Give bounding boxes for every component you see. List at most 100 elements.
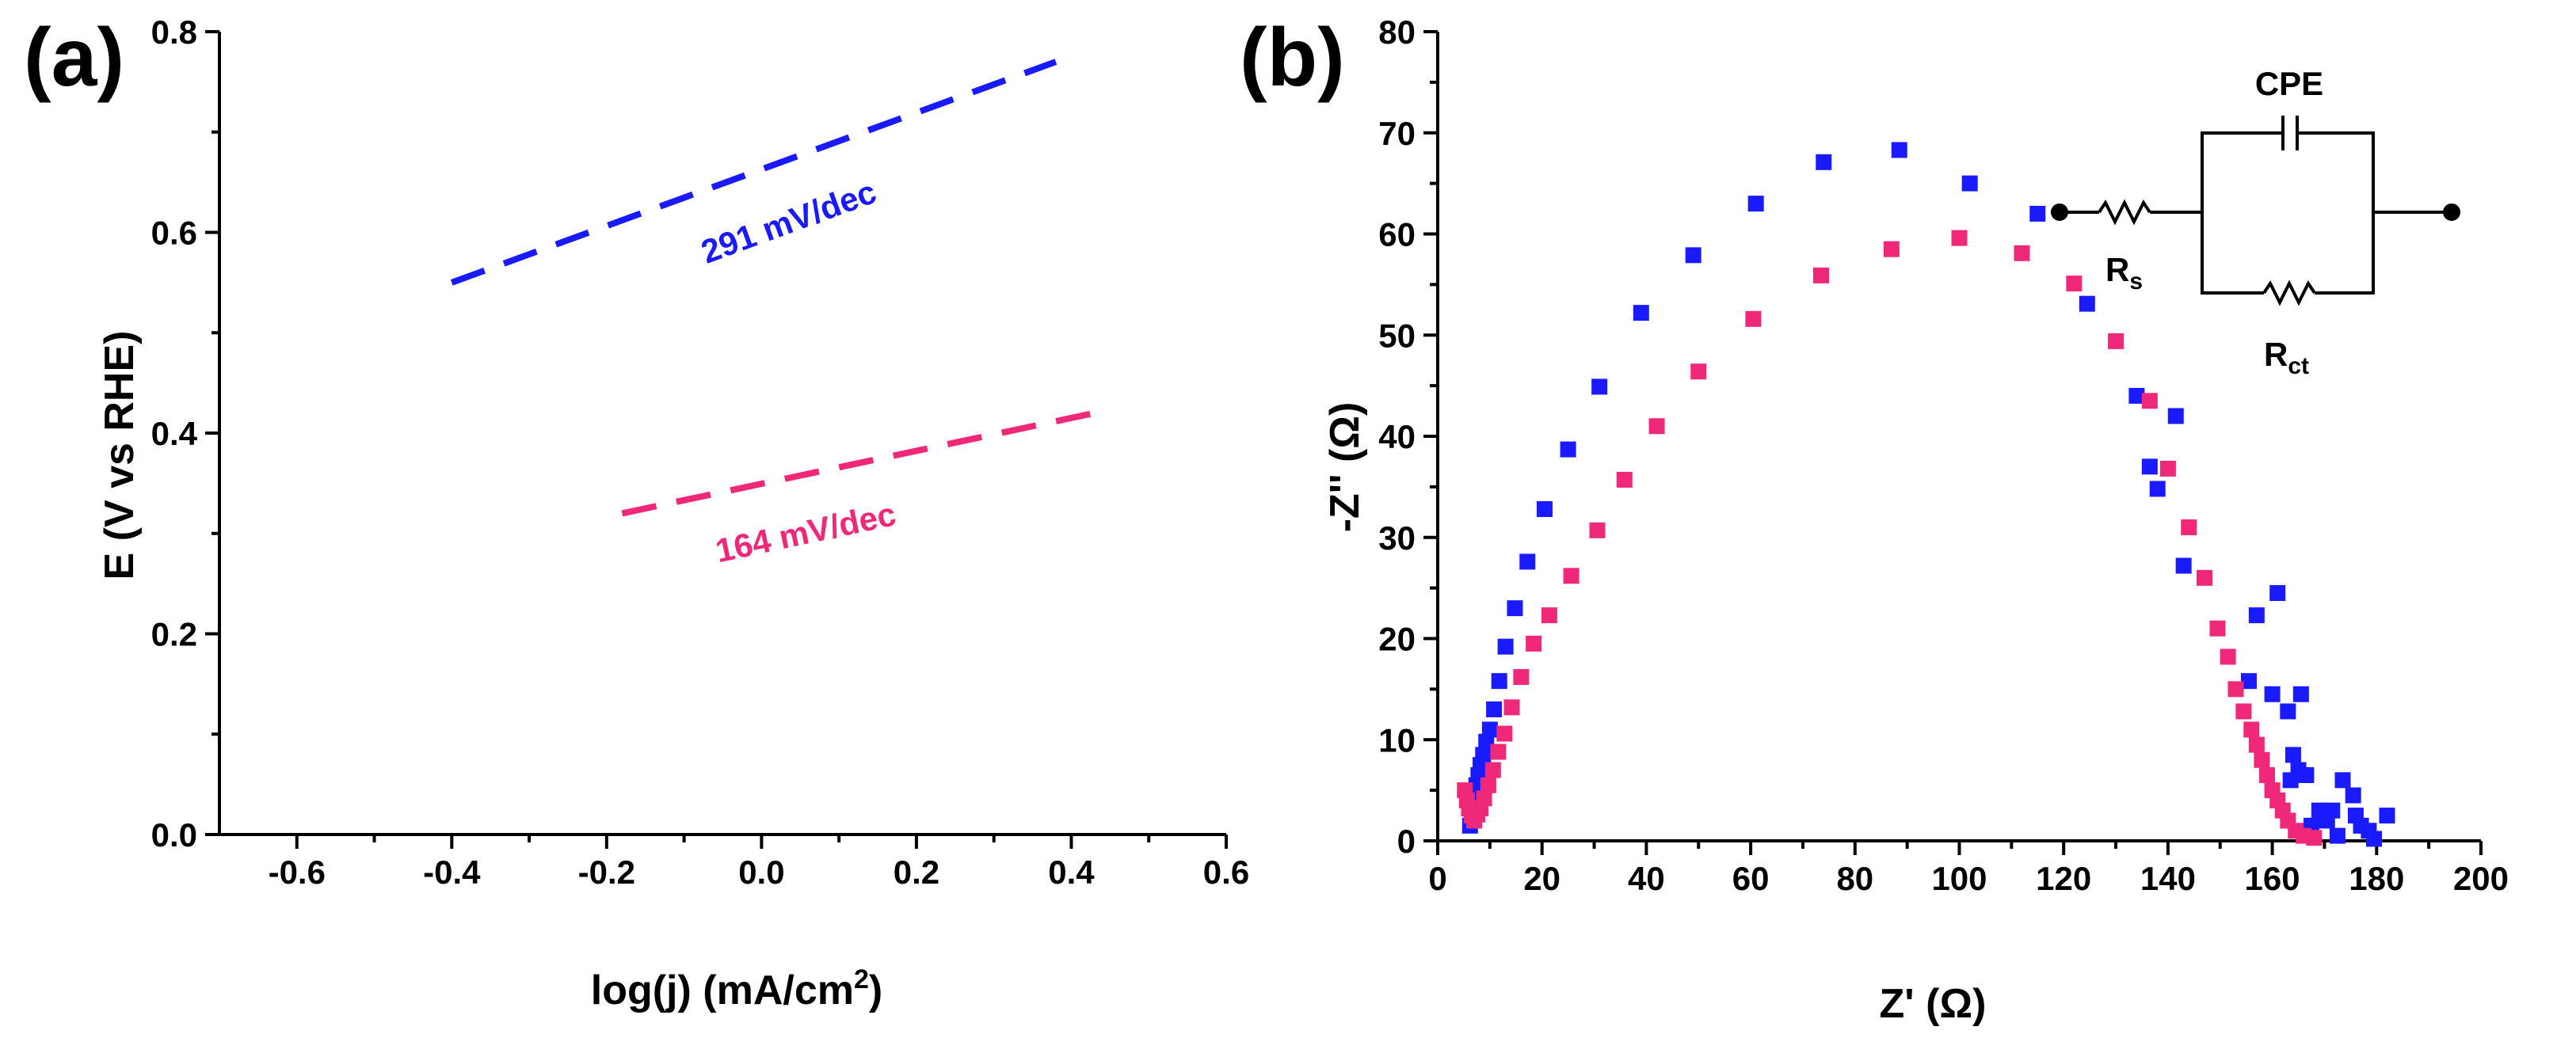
data-point-blue bbox=[2141, 458, 2158, 475]
data-point-blue bbox=[2292, 686, 2309, 702]
data-point-pink bbox=[2209, 620, 2226, 637]
x-tick-label: -0.6 bbox=[269, 854, 326, 891]
data-point-pink bbox=[1648, 418, 1665, 435]
panel-a-x-axis-title: log(j) (mA/cm2) bbox=[591, 964, 882, 1013]
y-tick-label: 10 bbox=[1378, 721, 1416, 759]
x-tick-label: -0.4 bbox=[423, 854, 481, 891]
y-tick-label: 0.8 bbox=[151, 13, 197, 51]
data-point-pink bbox=[2014, 245, 2030, 261]
panel-a-tafel-plot: (a) -0.6 -0.4 -0.2 0.0 0.2 0.4 0.6 0.00.20.40.… bbox=[24, 12, 1249, 1013]
y-tick-label: 0 bbox=[1397, 823, 1416, 860]
data-point-blue bbox=[1486, 701, 1503, 717]
panel-a-y-axis-title: E (V vs RHE) bbox=[97, 331, 143, 580]
data-point-blue bbox=[2329, 827, 2345, 844]
data-point-blue bbox=[2345, 787, 2361, 804]
data-point-pink bbox=[1563, 568, 1580, 584]
resistor-rs-icon bbox=[2098, 199, 2151, 226]
slope-annotation-blue: 291 mV/dec bbox=[696, 173, 881, 271]
x-tick-label: 120 bbox=[2036, 860, 2091, 897]
circuit-branch-bottom-left bbox=[2201, 212, 2264, 295]
data-point-pink bbox=[1513, 669, 1530, 686]
data-point-pink bbox=[2235, 703, 2252, 720]
data-point-pink bbox=[2141, 393, 2158, 409]
data-point-blue bbox=[1816, 154, 1832, 170]
x-tick-label: -0.2 bbox=[578, 854, 635, 891]
circuit-branch-top-left bbox=[2201, 131, 2283, 212]
data-point-blue bbox=[1591, 378, 1608, 395]
data-point-pink bbox=[1490, 743, 1507, 760]
x-tick-label: 100 bbox=[1931, 860, 1987, 897]
data-point-pink bbox=[2306, 830, 2323, 846]
data-point-pink bbox=[1951, 230, 1968, 246]
data-point-pink bbox=[1484, 762, 1501, 778]
data-point-blue bbox=[2240, 673, 2257, 690]
x-tick-label: 0.0 bbox=[738, 854, 784, 891]
panel-b-x-ticks: 0 20 40 60 80 100 120 140 160 180 200 bbox=[1428, 841, 2509, 897]
data-point-pink bbox=[2066, 276, 2083, 292]
data-point-pink bbox=[2259, 766, 2276, 783]
data-point-blue bbox=[1491, 673, 1507, 690]
data-point-blue bbox=[1497, 638, 1514, 655]
x-tick-label: 0.4 bbox=[1048, 854, 1095, 891]
data-point-pink bbox=[1589, 522, 1606, 538]
data-point-blue bbox=[1481, 721, 1498, 738]
data-point-blue bbox=[2079, 295, 2095, 312]
panel-b-y-axis-title: -Z'' (Ω) bbox=[1322, 402, 1368, 533]
data-point-blue bbox=[2149, 481, 2166, 497]
data-point-blue bbox=[1478, 733, 1495, 750]
data-point-blue bbox=[1891, 142, 1907, 158]
panel-a-axes bbox=[218, 32, 1226, 836]
data-point-blue bbox=[1560, 441, 1576, 458]
panel-b-axes bbox=[1436, 32, 2481, 842]
data-point-blue bbox=[2264, 686, 2281, 702]
rct-label: Rct bbox=[2264, 336, 2309, 379]
data-point-blue bbox=[1747, 196, 1764, 212]
data-point-blue bbox=[1507, 600, 1523, 617]
x-tick-label: 160 bbox=[2245, 860, 2300, 897]
y-tick-label: 30 bbox=[1378, 519, 1416, 557]
rs-label: Rs bbox=[2105, 251, 2143, 295]
y-tick-label: 70 bbox=[1378, 115, 1416, 152]
slope-annotation-pink: 164 mV/dec bbox=[712, 495, 899, 569]
panel-b-y-ticks: 0 10 20 30 40 50 60 70 80 bbox=[1378, 13, 1438, 860]
data-point-pink bbox=[1690, 363, 1707, 380]
data-point-blue bbox=[2248, 607, 2265, 624]
data-point-pink bbox=[1496, 725, 1513, 742]
x-tick-label: 60 bbox=[1732, 860, 1770, 897]
y-tick-label: 0.0 bbox=[151, 816, 197, 854]
data-point-blue bbox=[2284, 747, 2301, 763]
x-tick-label: 80 bbox=[1836, 860, 1873, 897]
data-point-pink bbox=[2254, 751, 2270, 768]
data-point-blue bbox=[1519, 553, 1536, 570]
circuit-branch-top-right bbox=[2297, 131, 2375, 212]
x-tick-label: 140 bbox=[2140, 860, 2196, 897]
data-point-pink bbox=[2108, 333, 2124, 349]
data-point-blue bbox=[2175, 557, 2192, 574]
data-point-pink bbox=[2159, 460, 2176, 477]
data-point-pink bbox=[1503, 699, 1520, 716]
x-tick-label: 0 bbox=[1428, 860, 1446, 897]
data-point-pink bbox=[1745, 310, 1762, 327]
panel-b-label: (b) bbox=[1240, 12, 1345, 104]
data-point-pink bbox=[1812, 267, 1829, 283]
data-point-pink bbox=[1526, 635, 1542, 652]
data-point-blue bbox=[2167, 408, 2184, 424]
data-point-pink bbox=[2196, 569, 2212, 586]
data-point-pink bbox=[1616, 471, 1633, 488]
data-point-blue bbox=[1961, 175, 1978, 192]
y-tick-label: 80 bbox=[1378, 13, 1416, 51]
data-point-blue bbox=[2269, 585, 2286, 602]
equivalent-circuit-inset bbox=[2051, 116, 2460, 306]
data-point-pink bbox=[1480, 777, 1496, 793]
y-tick-label: 0.4 bbox=[151, 415, 198, 452]
data-point-blue bbox=[2029, 205, 2046, 222]
tafel-line-pink bbox=[621, 409, 1096, 517]
data-point-blue bbox=[1633, 305, 1649, 321]
data-point-blue bbox=[1475, 747, 1492, 763]
x-tick-label: 0.2 bbox=[894, 854, 939, 891]
y-tick-label: 60 bbox=[1378, 216, 1416, 253]
data-point-blue bbox=[2128, 387, 2145, 404]
panel-a-x-ticks: -0.6 -0.4 -0.2 0.0 0.2 0.4 0.6 bbox=[269, 835, 1249, 891]
resistor-rct-icon bbox=[2262, 279, 2316, 306]
x-tick-label: 200 bbox=[2453, 860, 2509, 897]
